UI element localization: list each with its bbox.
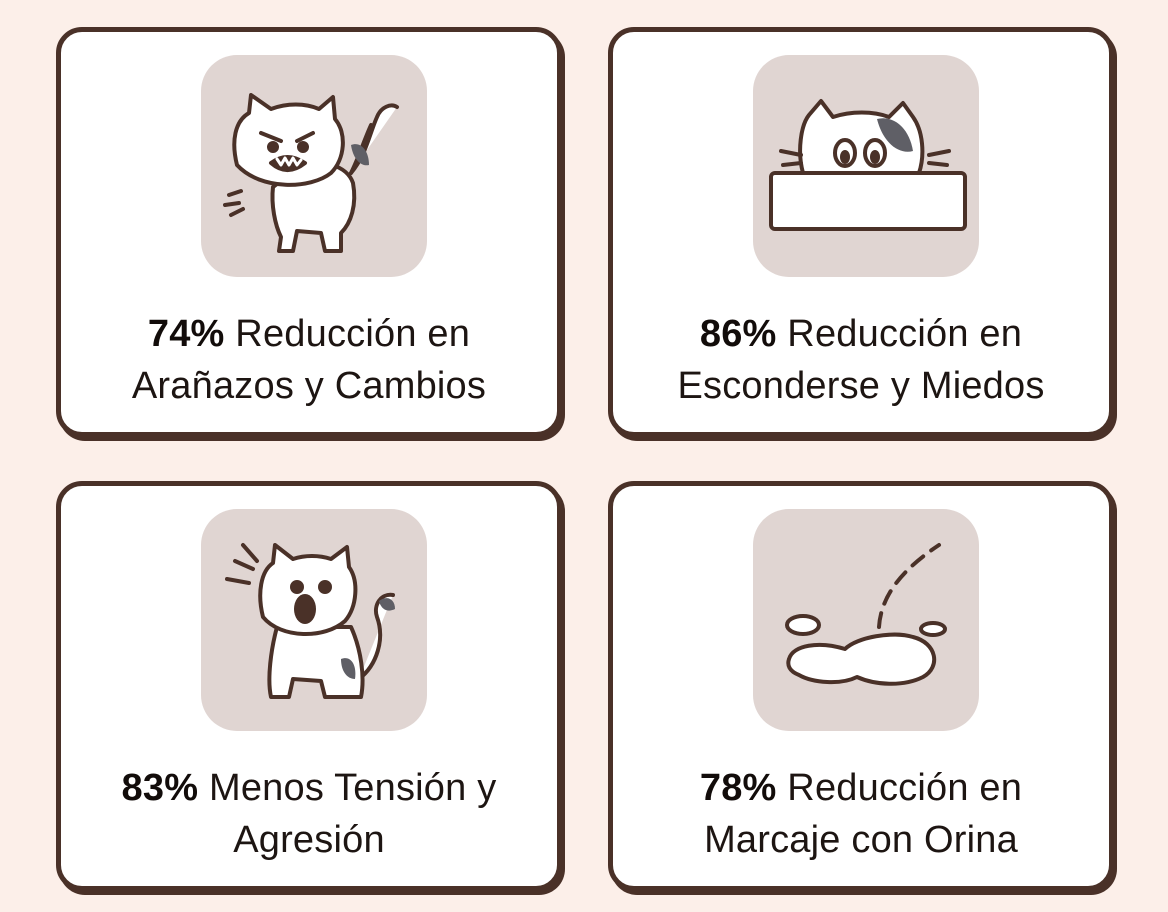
stat-label-line1: Reducción en (776, 767, 1023, 809)
stat-value: 83% (121, 767, 199, 809)
stat-caption: 83% Menos Tensión y Agresión (71, 762, 547, 866)
icon-tile (201, 55, 427, 277)
icon-tile (753, 55, 979, 277)
stat-label-line1: Menos Tensión y (198, 767, 497, 809)
stat-value: 78% (699, 767, 777, 809)
stat-label-line1: Reducción en (224, 313, 471, 355)
stat-caption: 74% Reducción en Arañazos y Cambios (71, 308, 547, 412)
stat-caption: 86% Reducción en Esconderse y Miedos (623, 308, 1099, 412)
stat-card-scratching: 74% Reducción en Arañazos y Cambios (56, 27, 562, 437)
stat-value: 74% (147, 313, 225, 355)
icon-tile (753, 509, 979, 731)
stat-label-line2: Arañazos y Cambios (131, 365, 487, 407)
icon-tile (201, 509, 427, 731)
stat-label-line2: Esconderse y Miedos (677, 365, 1045, 407)
startled-cat-icon (225, 543, 395, 699)
stat-card-aggression: 83% Menos Tensión y Agresión (56, 481, 562, 891)
stat-label-line1: Reducción en (776, 313, 1023, 355)
angry-cat-icon (223, 93, 399, 253)
stat-value: 86% (699, 313, 777, 355)
stat-card-urine-marking: 78% Reducción en Marcaje con Orina (608, 481, 1114, 891)
stat-label-line2: Agresión (233, 819, 385, 861)
hiding-cat-icon (769, 99, 967, 231)
stat-label-line2: Marcaje con Orina (704, 819, 1018, 861)
stat-caption: 78% Reducción en Marcaje con Orina (623, 762, 1099, 866)
stat-card-hiding: 86% Reducción en Esconderse y Miedos (608, 27, 1114, 437)
urine-puddle-icon (785, 543, 947, 686)
